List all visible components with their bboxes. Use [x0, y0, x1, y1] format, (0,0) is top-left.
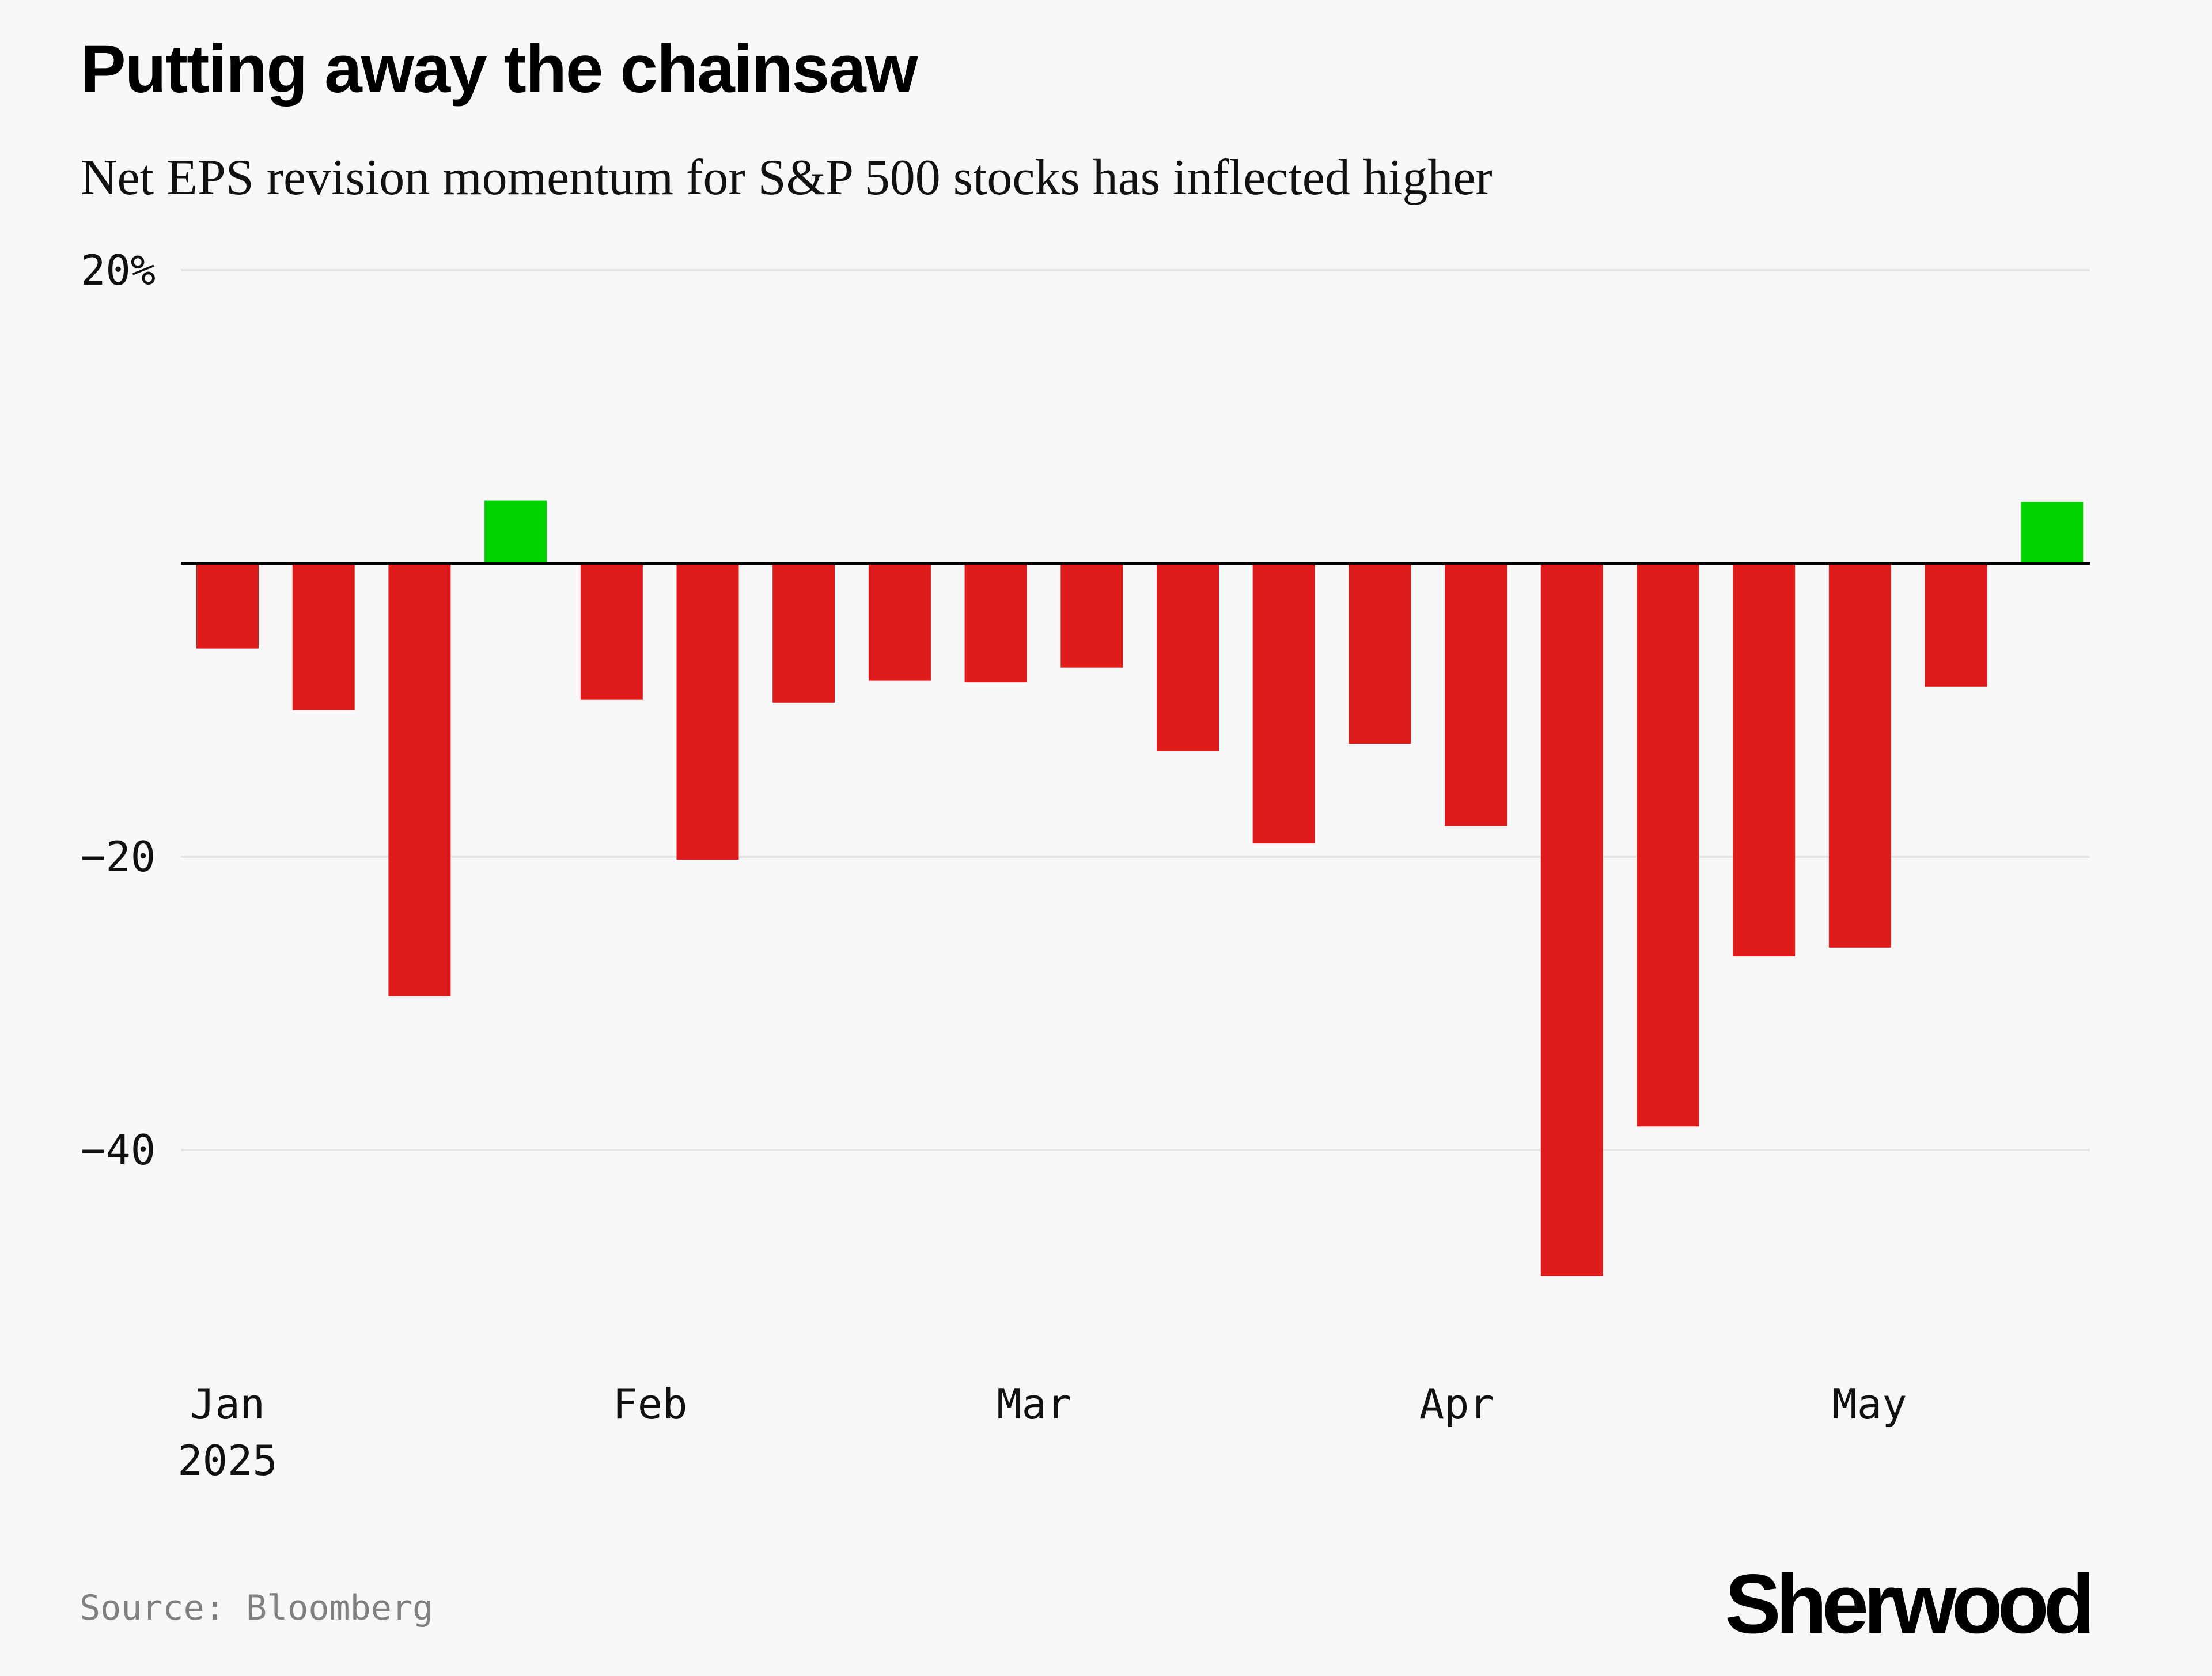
bar-18: [1925, 563, 1987, 687]
bar-4: [580, 563, 643, 700]
chart-subtitle: Net EPS revision momentum for S&P 500 st…: [81, 150, 1493, 206]
y-axis-ticks: 20% −20 −40: [81, 246, 156, 1174]
y-tick-label-0: 20%: [81, 246, 156, 294]
sherwood-logo: Sherwood: [1725, 1557, 2095, 1651]
bar-11: [1252, 563, 1315, 844]
bar-10: [1157, 563, 1219, 751]
bar-19: [2021, 502, 2084, 563]
bar-0: [196, 563, 259, 649]
x-tick-label-1: Feb: [612, 1380, 687, 1428]
bar-8: [964, 563, 1027, 683]
x-tick-label-3: Apr: [1419, 1380, 1494, 1428]
bars: [196, 500, 2084, 1276]
bar-14: [1540, 563, 1603, 1276]
bar-3: [484, 500, 547, 563]
x-tick-label-0: Jan: [190, 1380, 265, 1428]
bar-13: [1445, 563, 1508, 826]
bar-6: [772, 563, 835, 703]
grid-lines: [181, 269, 2090, 1151]
source-note: Source: Bloomberg: [79, 1588, 434, 1628]
bar-17: [1828, 563, 1891, 948]
x-tick-sublabel-0: 2025: [177, 1436, 277, 1485]
bar-16: [1733, 563, 1796, 957]
y-tick-label-2: −40: [81, 1126, 156, 1174]
y-tick-label-1: −20: [81, 833, 156, 881]
x-tick-label-2: Mar: [997, 1380, 1071, 1428]
bar-5: [676, 563, 739, 860]
bar-9: [1060, 563, 1123, 668]
bar-15: [1637, 563, 1699, 1127]
x-tick-label-4: May: [1832, 1380, 1907, 1428]
chart-title: Putting away the chainsaw: [81, 31, 918, 107]
bar-12: [1349, 563, 1411, 744]
bar-7: [868, 563, 931, 681]
bar-2: [388, 563, 451, 996]
x-axis-ticks: Jan 2025 Feb Mar Apr May: [177, 1380, 1907, 1485]
bar-1: [292, 563, 355, 710]
